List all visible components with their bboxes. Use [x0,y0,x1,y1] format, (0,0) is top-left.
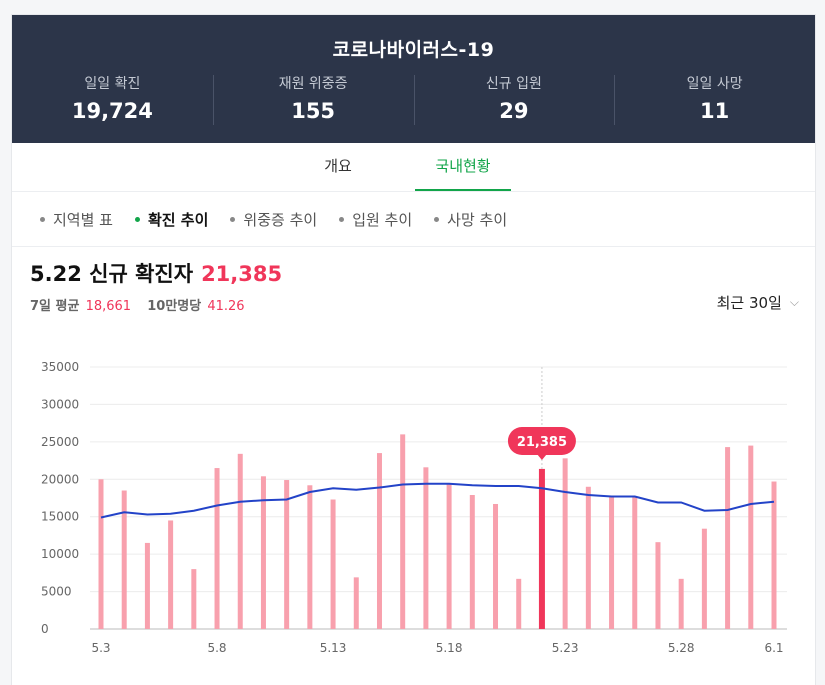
sub-nav: 지역별 표 확진 추이 위중증 추이 입원 추이 사망 추이 [12,192,815,247]
stat-value: 29 [499,99,529,123]
stat-label: 재원 위중증 [278,76,348,92]
subnav-label: 사망 추이 [447,210,508,229]
bar [353,577,359,629]
bar [469,495,475,629]
highlight-bar [538,468,545,629]
tooltip-label: 21,385 [517,435,567,450]
y-tick-label: 10000 [41,547,79,561]
bar [771,481,777,629]
x-tick-label: 5.13 [320,641,347,655]
bar [168,520,174,629]
subnav-label: 확진 추이 [147,210,209,229]
chart-subline: 7일 평균 18,661 10만명당 41.26 [30,295,257,314]
headline-date: 5.22 [30,262,82,286]
subnav-admission-trend[interactable]: 입원 추이 [339,209,412,230]
bar [423,467,429,629]
bar [632,497,638,629]
bar [400,434,406,629]
bar [493,503,499,629]
subnav-critical-trend[interactable]: 위중증 추이 [230,209,317,230]
stat-value: 11 [700,99,730,123]
stat-label: 일일 사망 [686,76,743,92]
stat-daily-deaths: 일일 사망 11 [614,73,815,125]
subnav-regional-table[interactable]: 지역별 표 [40,209,113,230]
subnav-confirmed-trend[interactable]: 확진 추이 [134,209,209,230]
y-tick-label: 5000 [41,585,72,599]
stat-value: 19,724 [71,99,153,123]
y-tick-label: 35000 [41,360,79,374]
bar [237,453,243,629]
per-value: 41.26 [207,299,245,314]
stats-row: 일일 확진 19,724 재원 위중증 155 신규 입원 29 일일 사망 1… [12,73,815,125]
bar [330,499,336,629]
bar [144,542,150,629]
bar [376,453,382,629]
x-tick-label: 5.3 [91,641,110,655]
tab-domestic[interactable]: 국내현황 [415,143,511,191]
subnav-label: 지역별 표 [53,210,113,229]
range-label: 최근 30일 [716,294,782,312]
bullet-icon [339,216,345,222]
subnav-label: 위중증 추이 [243,210,318,229]
subnav-label: 입원 추이 [352,210,413,229]
y-tick-label: 0 [41,622,49,636]
bar [284,480,290,629]
bullet-icon [230,216,236,222]
bar [214,468,220,629]
bullet-icon [434,216,440,222]
bar [260,476,266,629]
x-tick-label: 5.18 [436,641,463,655]
bar [655,542,661,629]
bar [307,485,313,629]
range-dropdown[interactable]: 최근 30일 ⌵ [717,292,799,313]
tooltip-pointer [536,454,547,460]
stat-new-admissions: 신규 입원 29 [413,73,615,125]
tab-overview[interactable]: 개요 [324,157,352,175]
stat-critical: 재원 위중증 155 [212,73,414,125]
stat-label: 신규 입원 [485,76,542,92]
bar [701,528,707,629]
headline-text: 신규 확진자 [89,262,194,286]
page-title: 코로나바이러스-19 [332,39,495,61]
bar [585,486,591,629]
moving-average-line [100,482,775,519]
bar [748,445,754,629]
bar [609,496,615,629]
y-tick-label: 15000 [41,510,79,524]
bar [191,569,197,629]
confirmed-trend-chart: 35000 30000 25000 20000 15000 10000 5000 0 5.3 5.… [41,360,787,655]
bar [678,578,684,629]
stat-daily-confirmed: 일일 확진 19,724 [12,73,213,123]
x-tick-label: 6.1 [764,641,783,655]
x-tick-label: 5.8 [207,641,226,655]
stat-label: 일일 확진 [84,76,141,92]
stat-value: 155 [291,99,336,123]
tab-bar: 개요 국내현황 [12,143,815,192]
y-tick-label: 25000 [41,435,79,449]
bar [98,479,104,629]
headline-value: 21,385 [201,262,283,286]
bar [446,484,452,629]
bar [562,458,568,629]
avg-value: 18,661 [85,299,132,314]
chart-headline: 5.22 신규 확진자 21,385 [30,258,282,288]
bar [725,447,731,629]
chevron-down-icon: ⌵ [789,295,799,309]
y-tick-label: 20000 [41,472,79,486]
subnav-death-trend[interactable]: 사망 추이 [434,209,507,230]
bar [516,578,522,629]
bar [121,490,127,629]
x-tick-label: 5.28 [668,641,695,655]
bullet-icon [134,216,140,222]
bullet-icon [40,216,45,222]
avg-label: 7일 평균 [30,299,80,314]
summary-header: 코로나바이러스-19 일일 확진 19,724 재원 위중증 155 신규 입원… [12,15,815,143]
y-tick-label: 30000 [41,397,79,411]
x-tick-label: 5.23 [552,641,579,655]
per-label: 10만명당 [147,299,202,314]
tooltip-bubble [507,427,576,455]
